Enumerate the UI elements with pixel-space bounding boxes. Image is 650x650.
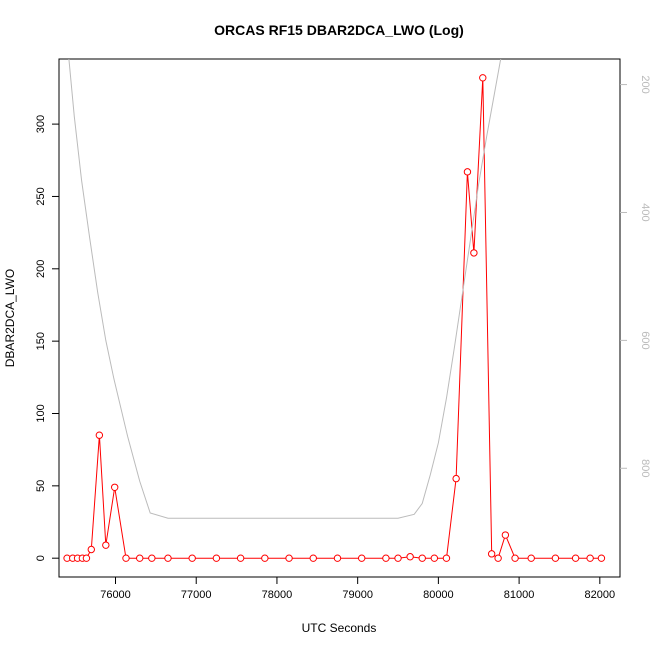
data-point [501,531,510,539]
data-point [136,554,144,562]
data-point [511,554,519,562]
data-point [148,554,156,562]
y-tick-label: 50 [35,480,47,492]
data-point [418,554,426,562]
series-layer [63,59,606,562]
right-tick-label: 800 [639,459,650,477]
data-point [357,554,366,562]
data-point [164,554,172,562]
data-point [494,554,502,562]
x-tick-label: 78000 [262,589,293,601]
series-line [67,77,602,559]
data-point [463,168,472,176]
x-tick-label: 81000 [504,589,535,601]
x-tick-label: 76000 [100,589,131,601]
data-point [586,554,594,562]
y-tick-label: 0 [35,555,47,561]
data-point [188,554,196,562]
y-tick-label: 300 [35,115,47,133]
y-axis-label: DBAR2DCA_LWO [3,269,17,367]
data-point [333,554,342,562]
data-point [394,554,402,562]
right-tick-label: 400 [639,203,650,221]
x-tick-label: 82000 [585,589,616,601]
data-point [110,483,119,491]
data-point [122,554,130,562]
data-point [452,474,460,483]
data-point [597,554,606,562]
data-point [212,554,221,562]
y-tick-label: 250 [35,187,47,205]
data-point [571,554,580,562]
data-point [430,554,439,562]
right-tick-label: 600 [639,331,650,349]
x-tick-label: 79000 [342,589,373,601]
data-point [527,554,535,562]
data-point [470,249,478,257]
y-tick-label: 100 [35,404,47,422]
altitude-line [68,59,502,519]
x-tick-label: 77000 [181,589,212,601]
plot-frame [58,58,621,578]
data-point [406,553,414,561]
chart-title: ORCAS RF15 DBAR2DCA_LWO (Log) [214,22,464,38]
data-point [82,554,91,562]
data-point [285,554,293,562]
data-point [382,554,390,562]
data-point [236,554,245,562]
data-point [87,545,95,554]
data-point [442,554,451,562]
data-point [551,554,560,562]
y-tick-label: 200 [35,260,47,278]
data-point [261,554,269,562]
data-point [95,431,104,439]
x-tick-label: 80000 [423,589,454,601]
axes-layer: 76000 77000 78000 79000 80000 81000 82000 0 50 10… [35,75,650,601]
right-tick-label: 200 [639,75,650,93]
y-tick-label: 150 [35,332,47,350]
data-point [487,550,496,558]
x-axis-label: UTC Seconds [302,621,377,635]
data-point [309,554,317,562]
data-point [479,74,487,82]
data-point [102,541,110,549]
